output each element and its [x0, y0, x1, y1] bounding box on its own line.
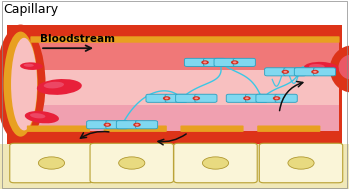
FancyBboxPatch shape: [275, 94, 297, 102]
Ellipse shape: [20, 62, 43, 70]
FancyBboxPatch shape: [233, 58, 255, 66]
FancyBboxPatch shape: [265, 68, 287, 76]
FancyBboxPatch shape: [184, 58, 207, 66]
Ellipse shape: [330, 45, 349, 93]
FancyBboxPatch shape: [226, 94, 248, 102]
Circle shape: [275, 97, 279, 99]
Ellipse shape: [119, 157, 145, 169]
Ellipse shape: [3, 32, 38, 137]
Circle shape: [282, 70, 289, 74]
FancyBboxPatch shape: [90, 143, 173, 183]
FancyBboxPatch shape: [313, 68, 336, 76]
Circle shape: [193, 96, 200, 100]
FancyBboxPatch shape: [245, 94, 268, 102]
Circle shape: [243, 96, 251, 100]
Bar: [10, 37, 339, 70]
Ellipse shape: [11, 38, 37, 130]
FancyBboxPatch shape: [106, 121, 128, 129]
Ellipse shape: [0, 25, 45, 144]
FancyBboxPatch shape: [203, 58, 226, 66]
Circle shape: [163, 96, 170, 100]
FancyBboxPatch shape: [259, 143, 343, 183]
FancyBboxPatch shape: [294, 68, 317, 76]
Bar: [0, 144, 349, 189]
FancyBboxPatch shape: [135, 121, 158, 129]
FancyBboxPatch shape: [30, 36, 340, 43]
Ellipse shape: [24, 64, 34, 67]
Circle shape: [231, 60, 238, 64]
Circle shape: [105, 124, 109, 126]
Circle shape: [233, 61, 237, 63]
FancyBboxPatch shape: [256, 94, 278, 102]
FancyBboxPatch shape: [146, 94, 168, 102]
Ellipse shape: [25, 111, 59, 123]
FancyBboxPatch shape: [174, 143, 257, 183]
Circle shape: [135, 124, 139, 126]
Circle shape: [245, 97, 249, 99]
FancyBboxPatch shape: [165, 94, 187, 102]
Circle shape: [194, 97, 198, 99]
FancyBboxPatch shape: [10, 143, 93, 183]
FancyBboxPatch shape: [284, 68, 306, 76]
Ellipse shape: [288, 157, 314, 169]
Ellipse shape: [37, 79, 82, 95]
Ellipse shape: [339, 55, 349, 79]
FancyBboxPatch shape: [257, 125, 320, 132]
Ellipse shape: [30, 113, 45, 118]
Circle shape: [203, 61, 207, 63]
FancyBboxPatch shape: [176, 94, 198, 102]
Bar: [10, 37, 339, 131]
Circle shape: [311, 70, 319, 74]
FancyBboxPatch shape: [180, 125, 244, 132]
Circle shape: [273, 96, 280, 100]
Ellipse shape: [202, 157, 229, 169]
Circle shape: [104, 123, 111, 127]
Circle shape: [283, 71, 287, 73]
Circle shape: [133, 123, 141, 127]
FancyBboxPatch shape: [87, 121, 109, 129]
Ellipse shape: [44, 82, 64, 88]
Ellipse shape: [38, 157, 65, 169]
Bar: [7, 25, 342, 144]
Ellipse shape: [304, 62, 339, 74]
Ellipse shape: [309, 64, 325, 69]
FancyBboxPatch shape: [104, 125, 167, 132]
FancyBboxPatch shape: [214, 58, 236, 66]
Bar: [10, 105, 339, 131]
FancyBboxPatch shape: [116, 121, 139, 129]
Circle shape: [201, 60, 209, 64]
Circle shape: [313, 71, 317, 73]
FancyBboxPatch shape: [27, 125, 90, 132]
FancyBboxPatch shape: [195, 94, 217, 102]
Text: Capillary: Capillary: [3, 3, 59, 16]
Circle shape: [165, 97, 169, 99]
Text: Bloodstream: Bloodstream: [40, 34, 115, 44]
